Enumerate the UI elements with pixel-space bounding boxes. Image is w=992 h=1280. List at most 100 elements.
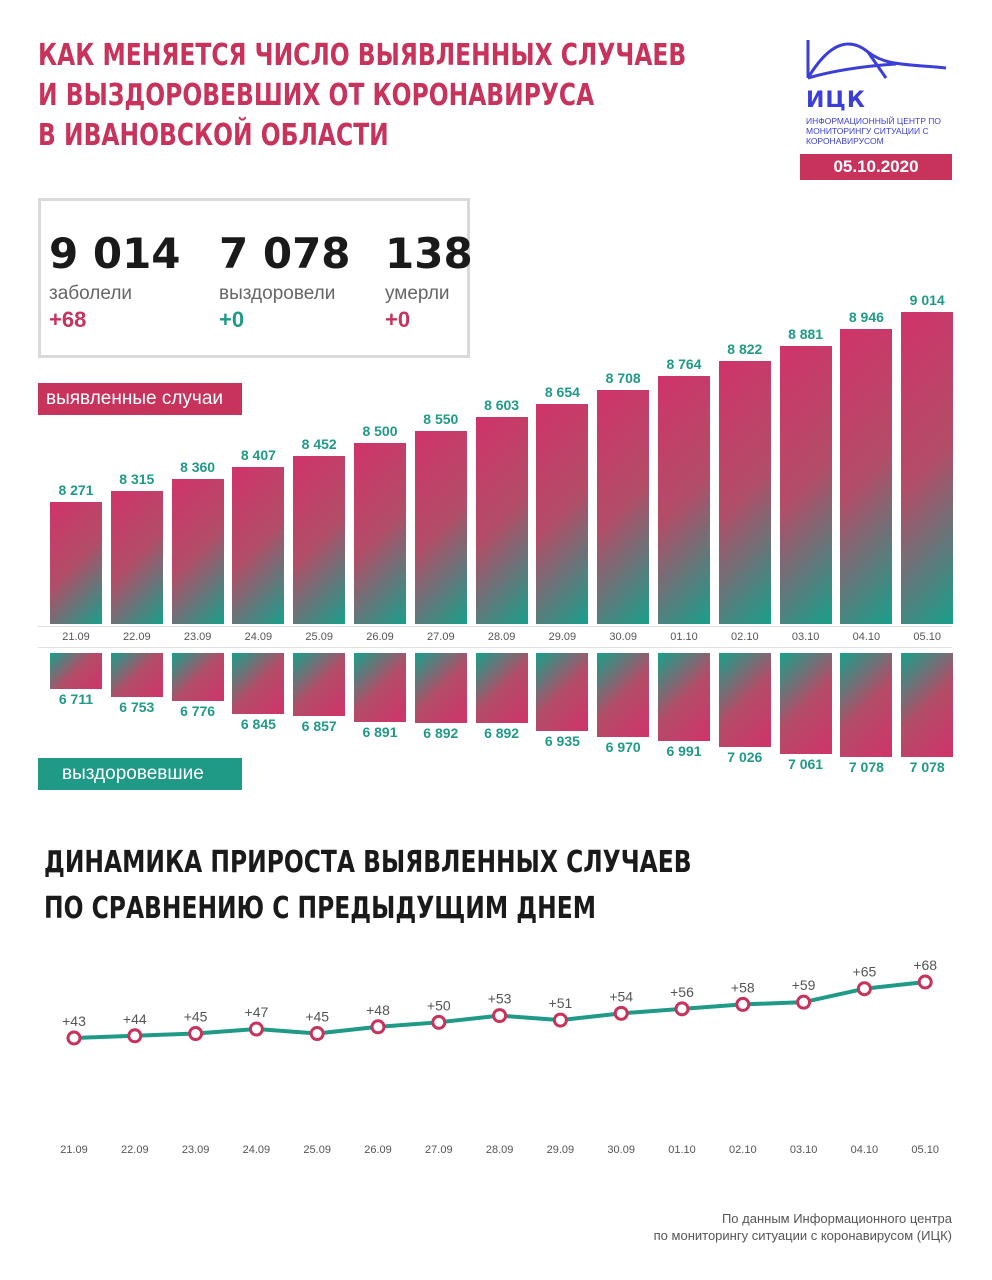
- cases-bar-label: 8 500: [362, 423, 398, 440]
- cases-bar: [901, 312, 954, 624]
- growth-point: [552, 1012, 568, 1028]
- recovered-bar: [779, 653, 832, 754]
- bar-date-label: 27.09: [427, 631, 455, 643]
- cases-bar: [718, 361, 771, 624]
- bar-date-label: 28.09: [487, 631, 516, 643]
- cases-bar-label: 8 452: [301, 435, 337, 452]
- cases-bar: [414, 430, 467, 624]
- cases-legend-tag: выявленные случаи: [38, 383, 242, 415]
- stat-infected-label: заболели: [49, 283, 133, 304]
- recovered-bar: [718, 653, 771, 748]
- recovered-bar: [354, 653, 406, 723]
- growth-point: [66, 1030, 82, 1046]
- line-chart-title: ДИНАМИКА ПРИРОСТА ВЫЯВЛЕННЫХ СЛУЧАЕВ ПО …: [44, 840, 746, 932]
- title-line-3: В ИВАНОВСКОЙ ОБЛАСТИ: [38, 118, 389, 153]
- growth-point-label: +68: [913, 957, 937, 973]
- stat-deaths-label: умерли: [385, 283, 450, 304]
- bar-date-label: 30.09: [609, 631, 637, 643]
- growth-point: [431, 1014, 447, 1030]
- cases-bar-label: 8 271: [58, 482, 94, 498]
- cases-bar: [110, 490, 163, 624]
- cases-bar: [293, 455, 346, 624]
- growth-point: [674, 1001, 690, 1017]
- recovered-bar-label: 6 776: [180, 703, 216, 720]
- bar-date-label: 29.09: [548, 631, 577, 643]
- recovered-bar: [658, 653, 710, 741]
- growth-point: [370, 1019, 386, 1035]
- stat-recovered-delta: +0: [219, 307, 245, 332]
- line-date-label: 26.09: [364, 1144, 392, 1156]
- bar-date-label: 23.09: [183, 631, 212, 643]
- recovered-bar-label: 7 078: [909, 759, 945, 775]
- stat-infected: 9 014 заболели +68: [49, 231, 181, 333]
- cases-bar-label: 8 708: [605, 370, 641, 387]
- bar-date-label: 25.09: [305, 631, 333, 643]
- recovered-bar: [293, 653, 346, 717]
- stat-recovered-value: 7 078: [219, 229, 351, 278]
- growth-point-label: +56: [670, 984, 694, 1000]
- recovered-bar: [110, 653, 163, 697]
- growth-point: [309, 1026, 325, 1042]
- recovered-bar: [414, 653, 467, 723]
- stat-deaths: 138 умерли +0: [385, 231, 473, 333]
- growth-point: [796, 994, 812, 1010]
- cases-bar: [658, 375, 710, 624]
- growth-point: [917, 974, 933, 990]
- title-line-1: КАК МЕНЯЕТСЯ ЧИСЛО ВЫЯВЛЕННЫХ СЛУЧАЕВ: [38, 38, 687, 73]
- title-line-2: И ВЫЗДОРОВЕВШИХ ОТ КОРОНАВИРУСА: [38, 78, 595, 113]
- line-date-label: 01.10: [668, 1144, 696, 1156]
- bar-date-label: 24.09: [244, 631, 273, 643]
- stat-deaths-value: 138: [385, 229, 473, 278]
- cases-bar: [171, 479, 224, 624]
- cases-bar-label: 8 946: [848, 309, 884, 326]
- recovered-bar: [597, 653, 650, 737]
- recovered-bar-label: 7 061: [788, 755, 824, 772]
- growth-point-label: +43: [62, 1013, 86, 1029]
- cases-bar-label: 8 603: [484, 397, 520, 414]
- cases-bar: [475, 417, 528, 624]
- recovered-bar-label: 6 892: [423, 724, 459, 741]
- recovered-bar-label: 6 857: [301, 718, 337, 735]
- recovered-bar-label: 6 991: [666, 742, 702, 759]
- growth-point: [613, 1005, 629, 1021]
- bar-date-label: 26.09: [366, 631, 394, 643]
- logo-text: ИЦК: [806, 88, 866, 113]
- cases-bar-label: 8 822: [727, 341, 763, 358]
- bar-date-label: 03.10: [791, 631, 820, 643]
- recovered-bar: [171, 653, 224, 702]
- footer-source: По данным Информационного центра по мони…: [654, 1210, 952, 1244]
- logo-icon: [806, 40, 947, 80]
- cases-bar-label: 8 407: [240, 447, 276, 464]
- recovered-bar-label: 6 845: [240, 715, 276, 732]
- bar-date-label: 04.10: [852, 631, 881, 643]
- recovered-legend-tag: выздоровевшие: [38, 758, 242, 790]
- date-badge: 05.10.2020: [800, 154, 952, 180]
- growth-point-label: +45: [184, 1009, 208, 1025]
- cases-bar-label: 8 315: [119, 470, 155, 487]
- growth-point-label: +47: [245, 1004, 269, 1020]
- logo-subtitle: ИНФОРМАЦИОННЫЙ ЦЕНТР ПО МОНИТОРИНГУ СИТУ…: [806, 116, 941, 146]
- line-date-label: 24.09: [243, 1144, 271, 1156]
- growth-point: [492, 1008, 508, 1024]
- cases-bar-label: 9 014: [909, 292, 945, 308]
- bar-date-label: 05.10: [913, 631, 941, 643]
- date-axis-band: [38, 626, 952, 648]
- line-date-label: 27.09: [425, 1144, 453, 1156]
- recovered-bar: [475, 653, 528, 723]
- bar-date-label: 22.09: [123, 631, 151, 643]
- stat-infected-delta: +68: [49, 307, 87, 332]
- cases-bar-label: 8 881: [788, 326, 824, 342]
- line-date-label: 21.09: [60, 1144, 88, 1156]
- growth-point: [188, 1026, 204, 1042]
- recovered-bar: [840, 653, 893, 757]
- growth-point: [856, 981, 872, 997]
- footer-line-2: по мониторингу ситуации с коронавирусом …: [653, 1228, 952, 1243]
- line-date-label: 25.09: [303, 1144, 331, 1156]
- line-date-label: 22.09: [121, 1144, 149, 1156]
- cases-bar-label: 8 654: [544, 384, 580, 401]
- growth-point: [127, 1028, 143, 1044]
- recovered-bar: [232, 653, 285, 714]
- line-date-label: 05.10: [911, 1144, 939, 1156]
- growth-point-label: +45: [305, 1009, 329, 1025]
- line-date-label: 03.10: [790, 1144, 818, 1156]
